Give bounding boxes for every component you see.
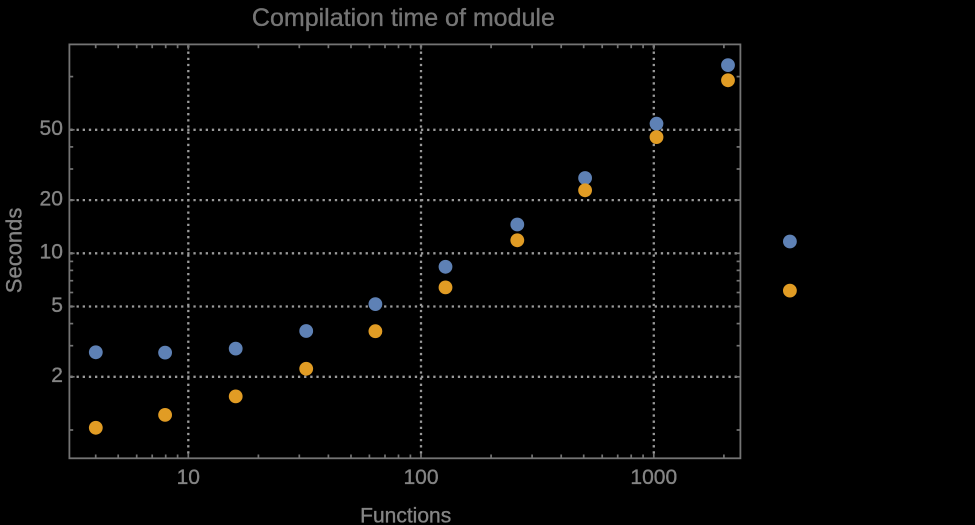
svg-text:10: 10: [177, 466, 200, 489]
svg-text:1000: 1000: [630, 466, 677, 489]
svg-text:50: 50: [40, 117, 63, 140]
svg-text:Seconds: Seconds: [1, 208, 26, 294]
svg-text:20: 20: [40, 187, 63, 210]
svg-text:100: 100: [403, 466, 438, 489]
svg-text:Functions: Functions: [360, 505, 451, 525]
svg-text:10: 10: [40, 241, 63, 264]
svg-text:2: 2: [51, 364, 63, 387]
svg-text:Compilation time of module: Compilation time of module: [252, 4, 555, 32]
svg-text:5: 5: [51, 294, 63, 317]
